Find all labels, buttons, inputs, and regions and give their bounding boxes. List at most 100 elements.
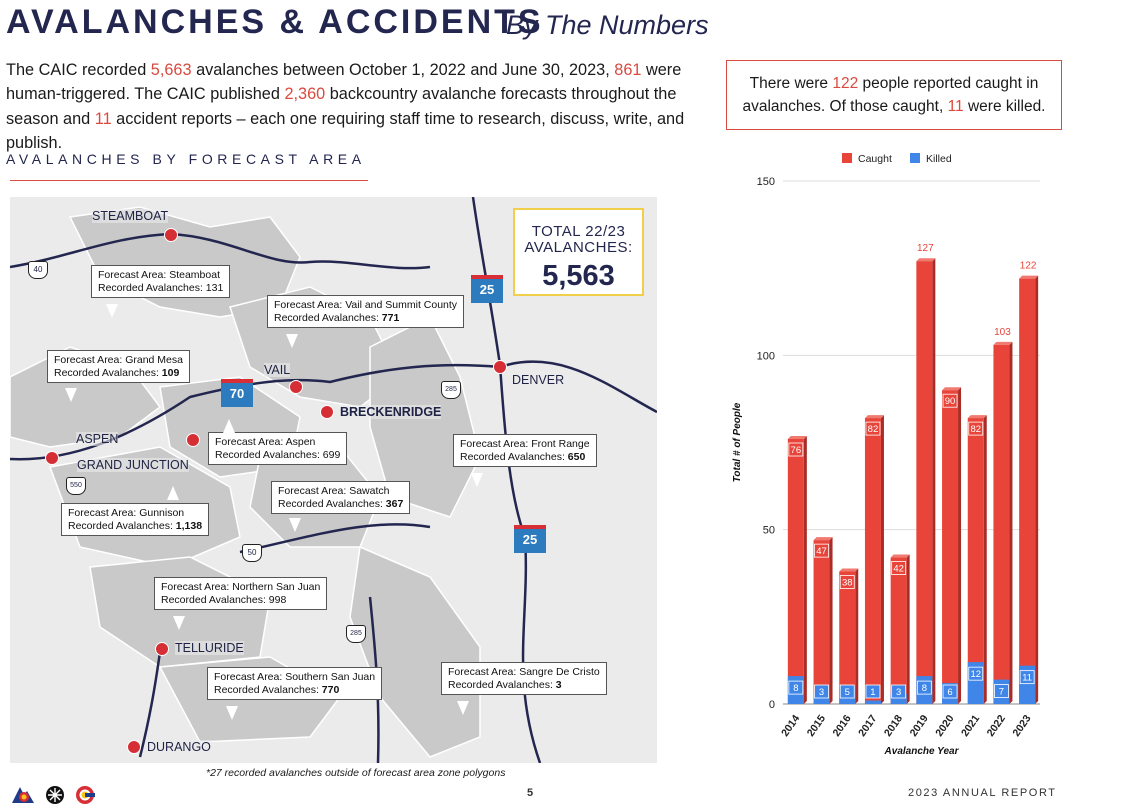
killed-label-box <box>865 684 881 699</box>
city-label-breckenridge: BRECKENRIDGE <box>340 405 442 419</box>
caught-killed-callout: There were 122 people reported caught in… <box>726 60 1062 130</box>
forecast-area-map: 25 25 70 40 285 285 550 50 STEAMBOAT VAI… <box>10 197 657 763</box>
city-label-vail: VAIL <box>264 363 291 377</box>
caught-bar-top <box>942 387 962 391</box>
killed-label-box <box>891 684 907 699</box>
caught-bar-side <box>983 415 987 704</box>
recorded-count: 109 <box>161 366 180 379</box>
caught-bar-top <box>787 436 807 440</box>
killed-label-box <box>994 684 1009 698</box>
recorded-count: 998 <box>268 593 287 606</box>
forecast-area-vail-summit: Forecast Area: Vail and Summit County Re… <box>267 295 465 328</box>
city-dot-denver <box>493 360 507 374</box>
us-550-shield: 550 <box>66 477 86 495</box>
x-tick-label: 2019 <box>908 713 931 739</box>
bubble-pointer <box>457 701 469 715</box>
caught-bar <box>942 390 959 704</box>
us-285-shield: 285 <box>441 381 461 399</box>
forecast-area-front-range: Forecast Area: Front Range Recorded Aval… <box>453 434 597 467</box>
map-section-heading: AVALANCHES BY FORECAST AREA <box>6 151 366 167</box>
caught-data-label: 90 <box>945 396 956 407</box>
killed-data-label: 7 <box>999 687 1004 698</box>
x-tick-label: 2017 <box>856 713 879 739</box>
recorded-label: Recorded Avalanches: <box>215 448 323 461</box>
city-label-durango: DURANGO <box>147 740 211 754</box>
caught-bar-side <box>906 554 910 704</box>
map-footnote: *27 recorded avalanches outside of forec… <box>206 767 506 779</box>
page-subtitle: By The Numbers <box>506 10 709 40</box>
forecast-area-name: Forecast Area: Southern San Juan <box>214 671 376 683</box>
recorded-label: Recorded Avalanches: <box>68 519 176 532</box>
zone-sangre-de-cristo <box>349 545 481 758</box>
city-dot-vail <box>289 380 303 394</box>
caught-bar <box>890 557 907 704</box>
killed-data-label: 6 <box>947 687 952 698</box>
callout-text: were killed. <box>963 98 1046 115</box>
city-label-grand-junction: GRAND JUNCTION <box>77 458 189 472</box>
report-label: 2023 ANNUAL REPORT <box>908 787 1057 799</box>
caught-bar <box>839 571 856 704</box>
caught-bar-top <box>916 258 936 262</box>
x-tick-label: 2020 <box>933 713 956 739</box>
killed-label-box <box>916 680 932 695</box>
x-tick-label: 2023 <box>1010 713 1033 739</box>
forecast-area-name: Forecast Area: Aspen <box>215 436 316 448</box>
forecast-area-aspen: Forecast Area: Aspen Recorded Avalanches… <box>208 432 348 465</box>
us-50-shield: 50 <box>242 544 262 562</box>
road-us50 <box>239 523 431 554</box>
recorded-count: 770 <box>321 683 340 696</box>
recorded-count: 367 <box>385 497 404 510</box>
killed-bar <box>864 700 881 704</box>
caught-bar-side <box>855 568 859 704</box>
caught-bar-top <box>839 568 859 572</box>
killed-bar <box>813 693 830 704</box>
caught-label-box <box>865 421 881 436</box>
city-dot-durango <box>127 740 141 754</box>
bubble-pointer <box>226 706 238 720</box>
human-triggered-count: 861 <box>614 61 642 79</box>
recorded-label: Recorded Avalanches: <box>448 678 556 691</box>
caught-data-label: 127 <box>917 243 934 254</box>
caught-label-box <box>839 575 855 589</box>
x-tick-label: 2014 <box>779 713 802 739</box>
forecast-area-northern-san-juan: Forecast Area: Northern San Juan Recorde… <box>154 577 328 610</box>
caught-bar-side <box>958 387 962 704</box>
caught-count: 122 <box>832 75 859 92</box>
caught-bar <box>864 418 881 704</box>
callout-text: people reported caught in avalanches. Of… <box>742 75 1039 115</box>
caught-bar-side <box>932 258 936 704</box>
intro-paragraph: The CAIC recorded 5,663 avalanches betwe… <box>6 58 718 155</box>
interstate-25-shield: 25 <box>471 275 503 303</box>
total-avalanches-box: TOTAL 22/23 AVALANCHES: 5,563 <box>513 208 644 296</box>
caught-bar <box>993 344 1010 704</box>
caught-bar-top <box>890 554 910 558</box>
intro-text: were human-triggered. The CAIC published <box>6 61 682 104</box>
forecast-area-name: Forecast Area: Vail and Summit County <box>274 299 458 311</box>
x-axis-label: Avalanche Year <box>884 746 960 757</box>
intro-text: avalanches between October 1, 2022 and J… <box>191 61 615 79</box>
caught-label-box <box>968 421 984 436</box>
recorded-label: Recorded Avalanches: <box>278 497 386 510</box>
accident-report-count: 11 <box>94 109 112 128</box>
legend-label: Caught <box>858 153 892 165</box>
colorado-state-logo <box>12 787 34 803</box>
killed-label-box <box>942 684 958 699</box>
forecast-area-name: Forecast Area: Grand Mesa <box>54 354 183 366</box>
city-label-steamboat: STEAMBOAT <box>92 209 169 223</box>
killed-label-box <box>814 684 829 699</box>
forecast-area-sawatch: Forecast Area: Sawatch Recorded Avalanch… <box>271 481 411 514</box>
caught-label-box <box>942 393 958 408</box>
page-number: 5 <box>527 787 534 799</box>
bubble-pointer <box>223 419 235 433</box>
killed-label-box <box>839 684 855 699</box>
caught-bar-side <box>1009 341 1013 704</box>
killed-label-box <box>968 666 984 681</box>
city-label-telluride: TELLURIDE <box>175 641 244 655</box>
recorded-count: 1,138 <box>175 519 203 532</box>
city-dot-breckenridge <box>320 405 334 419</box>
killed-data-label: 1 <box>870 687 875 698</box>
caught-bar <box>813 540 830 704</box>
total-avalanches-value: 5,563 <box>542 260 615 292</box>
interstate-25-shield: 25 <box>514 525 546 553</box>
